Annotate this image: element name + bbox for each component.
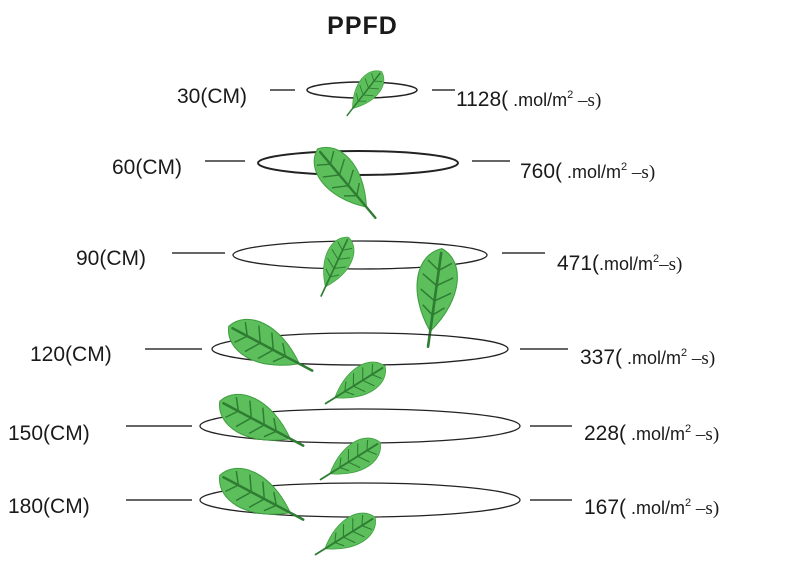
level-120cm: 120(CM) 337( .mol/m2 –s) — [30, 308, 715, 417]
level-60cm: 60(CM) 760( .mol/m2 –s) — [112, 136, 655, 231]
ppfd-value: 337( — [580, 346, 622, 369]
ppfd-unit: .mol/m — [562, 162, 621, 182]
leaf — [209, 457, 314, 538]
ppfd-value: 471( — [557, 252, 599, 275]
ppfd-value: 760( — [520, 160, 562, 183]
ppfd-seconds: –s) — [687, 348, 715, 369]
ppfd-value: 1128( — [456, 88, 508, 111]
ppfd-seconds: –s) — [691, 424, 719, 445]
ppfd-reading: 1128( .mol/m2 –s) — [456, 88, 601, 111]
leaf — [337, 63, 392, 124]
ppfd-unit: .mol/m — [626, 498, 685, 518]
diagram-title: PPFD — [327, 12, 398, 40]
ppfd-seconds: –s) — [691, 498, 719, 519]
leaf — [312, 429, 389, 493]
ppfd-unit: .mol/m — [626, 424, 685, 444]
ppfd-superscript: 2 — [621, 161, 627, 173]
distance-label: 120(CM) — [30, 343, 112, 366]
leaf — [209, 383, 314, 464]
ppfd-superscript: 2 — [653, 253, 659, 265]
level-180cm: 180(CM) 167( .mol/m2 –s) — [8, 457, 719, 568]
leaf — [317, 353, 394, 417]
ppfd-superscript: 2 — [567, 89, 573, 101]
leaf — [307, 504, 384, 568]
ppfd-value: 167( — [584, 496, 626, 519]
ppfd-unit: .mol/m — [599, 254, 653, 274]
ppfd-seconds: –s) — [627, 162, 655, 183]
ppfd-superscript: 2 — [685, 423, 691, 435]
ppfd-reading: 337( .mol/m2 –s) — [580, 346, 715, 369]
distance-label: 90(CM) — [76, 247, 146, 270]
distance-label: 150(CM) — [8, 422, 90, 445]
ppfd-seconds: –s) — [573, 90, 601, 111]
ppfd-reading: 228( .mol/m2 –s) — [584, 422, 719, 445]
ppfd-reading: 471(.mol/m2–s) — [557, 252, 682, 275]
ppfd-value: 228( — [584, 422, 626, 445]
ppfd-reading: 760( .mol/m2 –s) — [520, 160, 655, 183]
distance-label: 180(CM) — [8, 495, 90, 518]
ring-ellipse — [211, 332, 509, 366]
level-150cm: 150(CM) 228( .mol/m2 –s) — [8, 383, 719, 493]
ppfd-reading: 167( .mol/m2 –s) — [584, 496, 719, 519]
ppfd-seconds: –s) — [658, 254, 682, 275]
level-90cm: 90(CM) 471(.mol/m2–s) — [76, 230, 682, 351]
distance-label: 60(CM) — [112, 156, 182, 179]
ppfd-superscript: 2 — [685, 497, 691, 509]
ring-ellipse — [232, 240, 488, 270]
ppfd-unit: .mol/m — [622, 348, 681, 368]
distance-label: 30(CM) — [177, 85, 247, 108]
ppfd-superscript: 2 — [681, 347, 687, 359]
level-30cm: 30(CM) 1128( .mol/m2 –s) — [177, 63, 601, 124]
leaf — [218, 308, 323, 389]
ppfd-unit: .mol/m — [508, 90, 567, 110]
